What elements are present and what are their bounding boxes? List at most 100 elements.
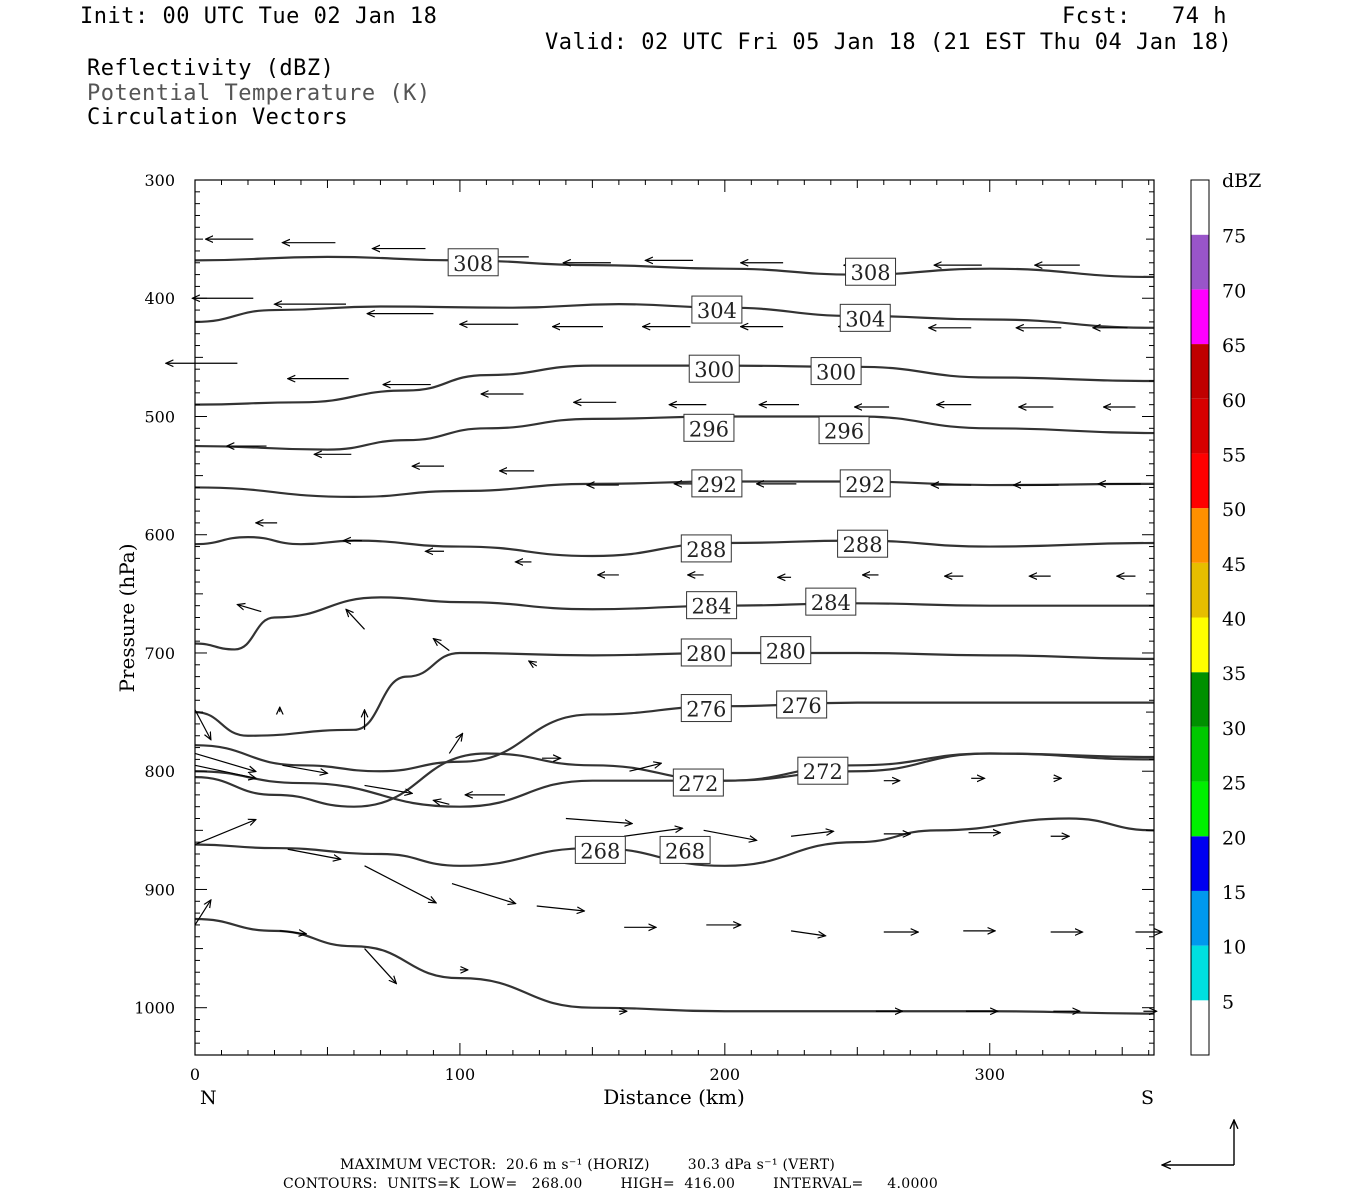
contour-label-box [797, 756, 849, 785]
contour-line-308 [194, 255, 1155, 279]
colorbar-level-label: 5 [1222, 991, 1234, 1013]
colorbar-segment [1191, 398, 1209, 454]
y-tick-label: 700 [144, 644, 175, 663]
y-axis-title: Pressure (hPa) [115, 544, 139, 693]
colorbar-segment [1191, 890, 1209, 946]
contour-label: 296 [824, 420, 864, 444]
y-tick-label: 800 [144, 762, 175, 781]
contour-label-box [691, 295, 743, 324]
colorbar-level-label: 10 [1222, 937, 1246, 959]
colorbar-level-label: 55 [1222, 444, 1246, 466]
circulation-vector [194, 709, 211, 740]
contour-label: 284 [811, 591, 851, 615]
circulation-vector [364, 948, 397, 984]
colorbar-segment [1191, 508, 1209, 563]
circulation-vector [194, 900, 211, 926]
circulation-vector [529, 661, 537, 666]
max-vector-note: MAXIMUM VECTOR: 20.6 m s⁻¹ (HORIZ) 30.3 … [340, 1157, 836, 1173]
colorbar-segment [1191, 617, 1209, 673]
colorbar-segment [1191, 289, 1209, 345]
colorbar-segment [1191, 234, 1209, 290]
contour-label: 292 [697, 473, 737, 497]
circulation-vector [451, 882, 516, 904]
colorbar-segment [1191, 836, 1209, 891]
contour-label: 276 [782, 694, 822, 718]
contour-line-276 [194, 701, 1154, 773]
contour-label: 308 [453, 252, 493, 276]
field-reflectivity: Reflectivity (dBZ) [87, 56, 335, 81]
contour-line-280 [194, 651, 1155, 737]
colorbar-level-label: 25 [1222, 773, 1246, 795]
contour-label-box [837, 529, 889, 558]
contour-label-box [672, 768, 724, 797]
colorbar-title: dBZ [1222, 170, 1261, 192]
x-tick-label: 100 [445, 1065, 476, 1084]
circulation-vector [565, 817, 632, 824]
colorbar-level-label: 35 [1222, 663, 1246, 685]
circulation-vector [624, 828, 682, 837]
contour-label-box [810, 357, 862, 386]
y-tick-label: 300 [144, 171, 175, 190]
circulation-vector [790, 831, 833, 837]
colorbar-level-label: 70 [1222, 280, 1246, 302]
contour-label-box [680, 534, 732, 563]
circulation-vector [237, 605, 262, 613]
contour-label: 292 [845, 473, 885, 497]
colorbar-level-label: 65 [1222, 335, 1246, 357]
contour-line-304 [194, 303, 1155, 329]
contour-line-270 [194, 752, 1155, 808]
contour-label-box [805, 587, 857, 616]
x-end-label-left: N [200, 1087, 217, 1109]
contour-label: 304 [845, 307, 885, 331]
contour-label: 280 [686, 642, 726, 666]
contour-label-box [688, 354, 740, 383]
colorbar-segment [1191, 453, 1209, 509]
circulation-vector [194, 820, 256, 846]
contour-line-296 [194, 415, 1155, 451]
colorbar-frame [1190, 179, 1210, 1056]
contour-label: 296 [689, 417, 729, 441]
colorbar-level-label: 50 [1222, 499, 1246, 521]
contour-label-box [818, 416, 870, 445]
colorbar-level-label: 20 [1222, 827, 1246, 849]
colorbar-level-label: 15 [1222, 882, 1246, 904]
x-end-label-right: S [1141, 1087, 1154, 1109]
colorbar-level-label: 60 [1222, 390, 1246, 412]
contour-label-box [839, 303, 891, 332]
circulation-vector [287, 848, 341, 859]
circulation-vector [194, 752, 256, 771]
y-tick-label: 400 [144, 289, 175, 308]
contour-label: 300 [694, 358, 734, 382]
circulation-vector [703, 829, 757, 840]
contour-label-box [574, 835, 626, 864]
contour-label-box [680, 638, 732, 667]
colorbar-segment [1191, 562, 1209, 618]
circulation-vector [364, 865, 437, 903]
contour-line-300 [194, 364, 1155, 406]
colorbar-segment [1191, 180, 1209, 235]
contour-line-284 [194, 596, 1154, 651]
circulation-vector [433, 639, 450, 652]
y-tick-label: 600 [144, 526, 175, 545]
contour-label-box [691, 469, 743, 498]
circulation-vector [433, 800, 450, 804]
colorbar-segment [1191, 781, 1209, 837]
contour-label: 284 [692, 595, 732, 619]
contour-label-box [683, 413, 735, 442]
forecast-hour: Fcst: 74 h [1062, 4, 1227, 29]
contour-line-264 [194, 917, 1155, 1015]
circulation-vector [194, 764, 256, 778]
colorbar-level-label: 40 [1222, 609, 1246, 631]
contour-label: 268 [665, 839, 705, 863]
x-axis-title: Distance (km) [603, 1085, 745, 1109]
colorbar-segment [1191, 945, 1209, 1001]
y-tick-label: 500 [144, 407, 175, 426]
contour-label-box [447, 248, 499, 277]
circulation-vector [536, 905, 585, 911]
x-tick-label: 300 [974, 1065, 1005, 1084]
contour-label: 288 [686, 538, 726, 562]
contour-label: 280 [766, 640, 806, 664]
x-tick-label: 0 [190, 1065, 200, 1084]
circulation-vector [282, 764, 327, 773]
contour-label-box [760, 636, 812, 665]
